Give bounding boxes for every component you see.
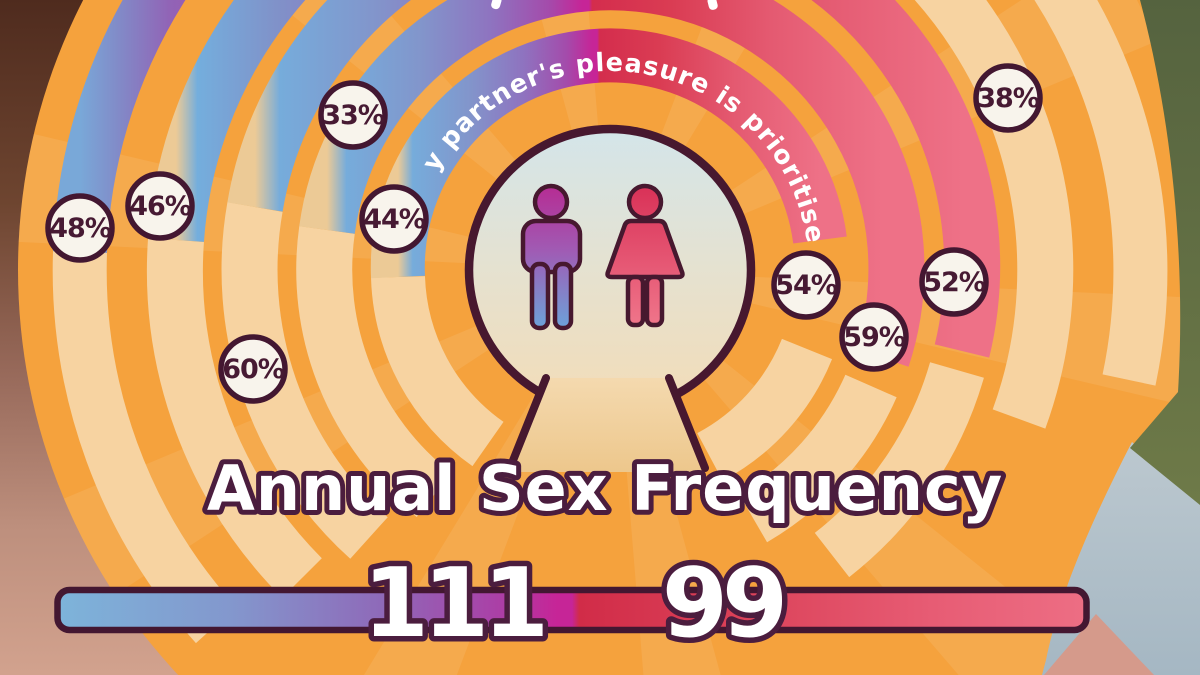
badge-52: 52% <box>919 247 989 317</box>
ring-arc-2 <box>299 0 925 367</box>
colored-ring-arcs <box>53 0 1001 367</box>
cream-ring-arcs <box>52 0 1168 644</box>
svg-text:33%: 33% <box>322 100 385 131</box>
badge-46: 46% <box>125 171 195 241</box>
keyhole-stem <box>509 378 706 472</box>
ring-arc-1 <box>370 28 847 279</box>
ring-arc-4 <box>148 0 909 242</box>
svg-text:48%: 48% <box>49 213 112 244</box>
ring-arc-3 <box>227 0 1001 358</box>
badge-60: 60% <box>218 334 288 404</box>
svg-text:59%: 59% <box>843 322 906 353</box>
badge-38: 38% <box>973 63 1043 133</box>
background-green-panel <box>1130 0 1200 505</box>
male-figure-icon <box>520 183 583 331</box>
ring2-text-fragments <box>491 0 718 10</box>
badge-33: 33% <box>318 80 388 150</box>
badge-59: 59% <box>839 302 909 372</box>
frequency-bar <box>54 586 1090 634</box>
svg-text:52%: 52% <box>923 267 986 298</box>
male-frequency-value: 111 <box>363 549 543 659</box>
svg-text:38%: 38% <box>977 83 1040 114</box>
badge-44: 44% <box>359 184 429 254</box>
svg-text:44%: 44% <box>363 204 426 235</box>
badge-48: 48% <box>45 193 115 263</box>
svg-text:46%: 46% <box>129 191 192 222</box>
female-figure-icon <box>605 183 685 328</box>
female-frequency-value: 99 <box>662 549 783 659</box>
ring-arc-5 <box>53 0 906 253</box>
background-salmon-wedge <box>1044 614 1154 675</box>
svg-text:60%: 60% <box>222 354 285 385</box>
badge-54: 54% <box>771 250 841 320</box>
section-title: Annual Sex Frequency <box>207 452 1003 525</box>
svg-text:54%: 54% <box>775 270 838 301</box>
